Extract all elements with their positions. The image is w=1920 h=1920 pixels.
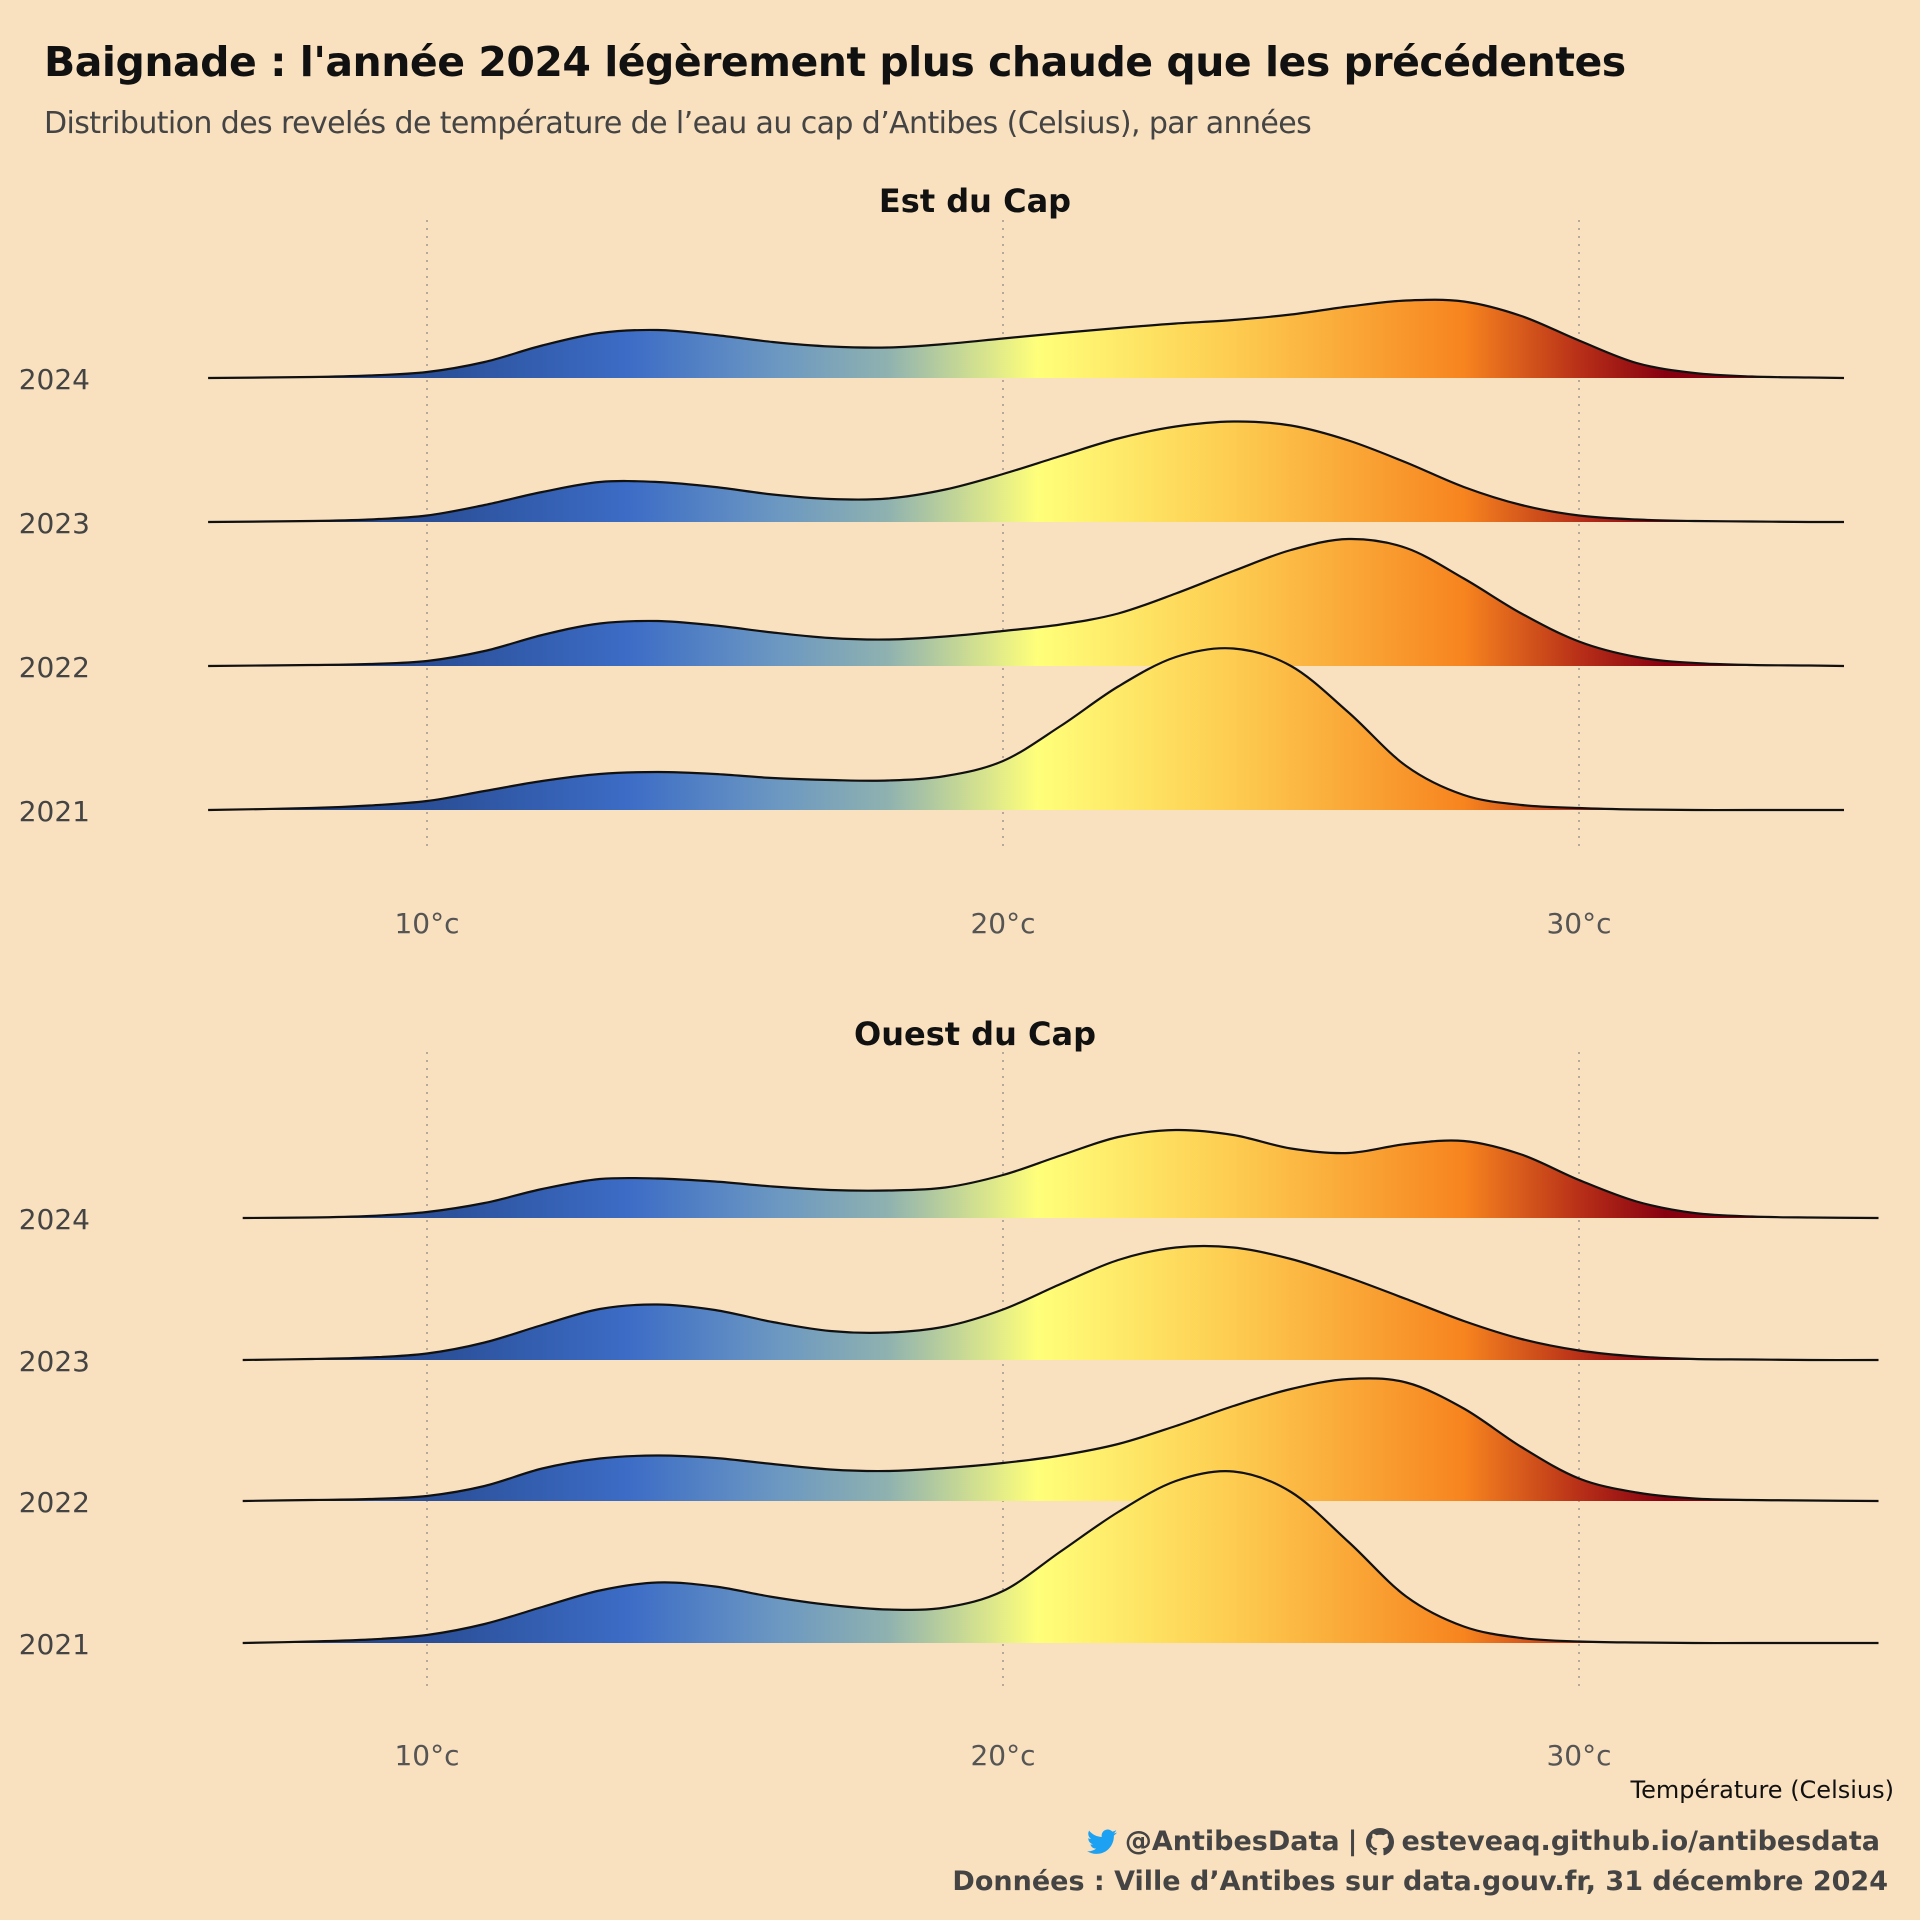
twitter-handle: @AntibesData: [1124, 1826, 1340, 1857]
chart-subtitle: Distribution des revelés de température …: [44, 106, 1312, 141]
panel-title: Est du Cap: [879, 182, 1071, 220]
y-tick-label: 2022: [19, 651, 90, 684]
y-tick-label: 2021: [19, 1628, 90, 1661]
github-icon: [1365, 1827, 1394, 1855]
x-tick-label: 30°c: [1546, 907, 1611, 940]
panel-ouest: 10°c 20°c 30°c Ouest du Cap 2024 2023 2022 2021: [19, 1015, 1879, 1772]
ridge-line-2023: [242, 1244, 1879, 1362]
ridge-line-2021: [242, 1470, 1879, 1645]
ridge-area-2021: [242, 1471, 1879, 1644]
caption-separator: |: [1347, 1826, 1358, 1857]
panel-title: Ouest du Cap: [854, 1015, 1096, 1053]
chart-title: Baignade : l'année 2024 légèrement plus …: [44, 38, 1626, 86]
panel-est: 10°c 20°c 30°c Est du Cap 2024 2023 2022 2021: [19, 182, 1845, 940]
ridge-area-2022: [208, 538, 1845, 666]
x-tick-label: 30°c: [1546, 1739, 1611, 1772]
ridge-line-2024: [242, 1128, 1879, 1220]
x-axis-title: Température (Celsius): [1630, 1776, 1894, 1804]
ridge-line-2023: [208, 420, 1845, 524]
x-tick-label: 10°c: [394, 907, 459, 940]
data-source: Données : Ville d’Antibes sur data.gouv.…: [952, 1866, 1888, 1897]
ridge-line-2021: [208, 647, 1844, 812]
ridge-line-2022: [208, 537, 1845, 668]
github-url: esteveaq.github.io/antibesdata: [1401, 1826, 1881, 1857]
ridge-area-2021: [208, 648, 1845, 811]
caption-credits: @AntibesData | esteveaq.github.io/antibe…: [1086, 1826, 1881, 1857]
y-tick-label: 2021: [19, 795, 90, 828]
x-tick-label: 10°c: [394, 1739, 459, 1772]
x-tick-label: 20°c: [970, 1739, 1035, 1772]
y-tick-label: 2024: [19, 363, 90, 396]
ridge-area-2024: [208, 299, 1845, 378]
ridge-area-2022: [242, 1378, 1879, 1501]
ridge-area-2023: [242, 1245, 1879, 1361]
twitter-bird-icon: [1086, 1829, 1117, 1854]
ridge-area-2023: [208, 421, 1845, 523]
x-tick-label: 20°c: [970, 907, 1035, 940]
ridge-line-2022: [242, 1377, 1879, 1503]
y-tick-label: 2023: [19, 507, 90, 540]
y-tick-label: 2022: [19, 1486, 90, 1519]
ridge-area-2024: [242, 1129, 1879, 1218]
y-tick-label: 2023: [19, 1345, 90, 1378]
ridge-line-2024: [208, 298, 1845, 380]
y-tick-label: 2024: [19, 1203, 90, 1236]
